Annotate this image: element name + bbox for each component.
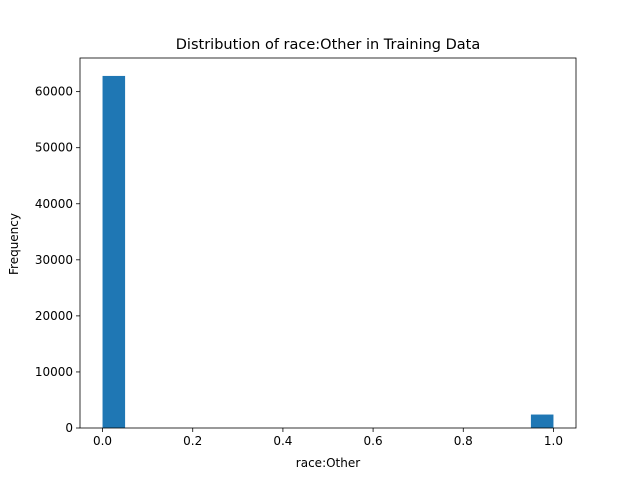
plot-area-frame [79,57,577,429]
y-tick-label: 30000 [35,253,73,267]
y-tick-label: 0 [65,421,73,435]
y-tick-label: 60000 [35,85,73,99]
chart-title: Distribution of race:Other in Training D… [176,37,480,53]
x-tick-label: 0.4 [273,434,292,448]
bars-group [102,75,554,428]
histogram-bar-1 [530,414,554,428]
x-axis-label: race:Other [296,456,360,470]
y-axis-ticks: 0 10000 20000 30000 40000 50000 60000 [35,85,80,435]
y-tick-label: 10000 [35,365,73,379]
y-tick-label: 20000 [35,309,73,323]
x-tick-label: 1.0 [544,434,563,448]
x-tick-label: 0.8 [454,434,473,448]
x-axis-ticks: 0.0 0.2 0.4 0.6 0.8 1.0 [93,428,563,448]
x-tick-label: 0.0 [93,434,112,448]
histogram-bar-0 [102,75,126,428]
y-tick-label: 50000 [35,141,73,155]
y-axis-label: Frequency [7,213,21,275]
x-tick-label: 0.2 [183,434,202,448]
y-tick-label: 40000 [35,197,73,211]
x-tick-label: 0.6 [364,434,383,448]
